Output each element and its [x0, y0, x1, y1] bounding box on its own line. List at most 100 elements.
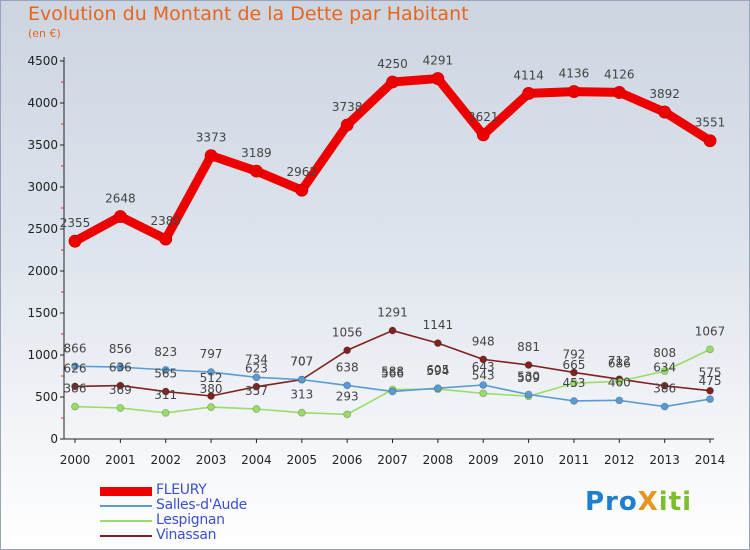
y-tick-label: 500: [35, 390, 58, 404]
data-point: [660, 367, 669, 376]
data-label: 530: [517, 369, 540, 383]
x-tick-label: 2011: [559, 453, 590, 467]
data-point: [660, 381, 669, 390]
axes: 0 500 1000 1500 2000 2500 3000 3500 4000 4500 2000…: [27, 54, 725, 467]
logo-part-1: Pro: [585, 487, 638, 517]
data-label: 475: [699, 374, 722, 388]
data-label: 626: [64, 361, 87, 375]
data-label: 792: [563, 347, 586, 361]
x-tick-label: 2014: [695, 453, 726, 467]
data-label: 605: [426, 363, 449, 377]
data-point: [612, 86, 626, 99]
data-label: 707: [290, 355, 313, 369]
data-label: 380: [200, 382, 223, 396]
y-tick-label: 3500: [27, 138, 58, 152]
data-label: 881: [517, 340, 540, 354]
data-point: [116, 404, 125, 412]
data-point: [479, 389, 488, 398]
data-point: [524, 390, 533, 399]
data-point: [524, 361, 533, 369]
proxiti-logo: ProXiti: [585, 487, 692, 517]
data-point: [250, 164, 263, 178]
data-point: [615, 396, 624, 405]
data-label: 3189: [241, 146, 272, 160]
y-tick-label: 2000: [27, 264, 58, 278]
data-label: 797: [200, 347, 223, 361]
data-label: 712: [608, 354, 631, 368]
data-label: 643: [472, 360, 495, 374]
legend-swatch: [100, 505, 152, 507]
data-label: 588: [381, 365, 404, 379]
data-label: 638: [336, 360, 359, 374]
data-point: [343, 346, 352, 355]
data-point: [343, 410, 352, 419]
data-label: 4136: [559, 67, 590, 81]
data-point: [252, 373, 261, 382]
legend-swatch: [100, 535, 152, 537]
data-point: [252, 382, 261, 391]
y-tick-label: 1500: [27, 306, 58, 320]
data-label: 4291: [423, 54, 454, 68]
data-label: 686: [608, 356, 631, 370]
y-tick-label: 4000: [27, 96, 58, 110]
data-label: 453: [563, 376, 586, 390]
data-point: [706, 395, 714, 404]
data-label: 2355: [60, 216, 91, 230]
data-point: [522, 87, 535, 100]
data-point: [116, 363, 125, 371]
data-label: 4114: [513, 68, 544, 82]
data-label: 3621: [468, 110, 499, 124]
data-point: [340, 118, 354, 132]
data-point: [570, 397, 578, 405]
data-label: 386: [653, 382, 676, 396]
data-label: 460: [608, 375, 631, 389]
legend-label: FLEURY: [156, 482, 207, 498]
data-label: 623: [245, 362, 268, 376]
data-label: 1056: [332, 325, 363, 339]
data-point: [567, 85, 581, 98]
data-point: [570, 379, 578, 388]
data-label: 734: [245, 352, 268, 366]
data-point: [207, 403, 215, 411]
data-point: [658, 105, 672, 119]
x-tick-label: 2012: [604, 453, 635, 467]
data-point: [706, 345, 714, 354]
data-label: 636: [109, 361, 132, 375]
data-label: 1141: [423, 318, 454, 332]
data-label: 707: [290, 355, 313, 369]
data-label: 565: [154, 367, 177, 381]
y-tick-label: 2500: [27, 222, 58, 236]
data-label: 357: [245, 384, 268, 398]
legend-swatch: [100, 520, 152, 522]
data-point: [386, 75, 399, 89]
data-point: [388, 326, 397, 335]
y-tick-label: 0: [50, 432, 58, 446]
data-point: [71, 362, 79, 371]
logo-part-3: iti: [658, 487, 693, 517]
data-label: 575: [699, 366, 722, 380]
data-point: [71, 402, 79, 411]
data-point: [207, 392, 215, 400]
x-tick-label: 2001: [105, 453, 136, 467]
x-tick-label: 2006: [332, 453, 363, 467]
data-labels: 2355 2648 2380 3373 3189 2962 3738 4250 4291 3621…: [60, 54, 726, 404]
x-tick-label: 2000: [60, 453, 91, 467]
data-label: 665: [563, 358, 586, 372]
x-tick-label: 2002: [150, 453, 181, 467]
data-label: 3738: [332, 100, 363, 114]
data-label: 4250: [377, 57, 408, 71]
data-point: [433, 339, 442, 348]
data-point: [703, 134, 717, 148]
data-point: [161, 365, 170, 374]
legend-label: Salles-d'Aude: [156, 497, 247, 513]
data-point: [343, 381, 352, 390]
data-point: [433, 384, 442, 393]
x-tick-label: 2003: [196, 453, 227, 467]
data-label: 386: [64, 382, 87, 396]
x-tick-label: 2007: [377, 453, 408, 467]
y-tick-label: 3000: [27, 180, 58, 194]
logo-part-2: X: [637, 487, 659, 517]
legend-label: Vinassan: [156, 527, 217, 543]
data-label: 293: [336, 389, 359, 403]
